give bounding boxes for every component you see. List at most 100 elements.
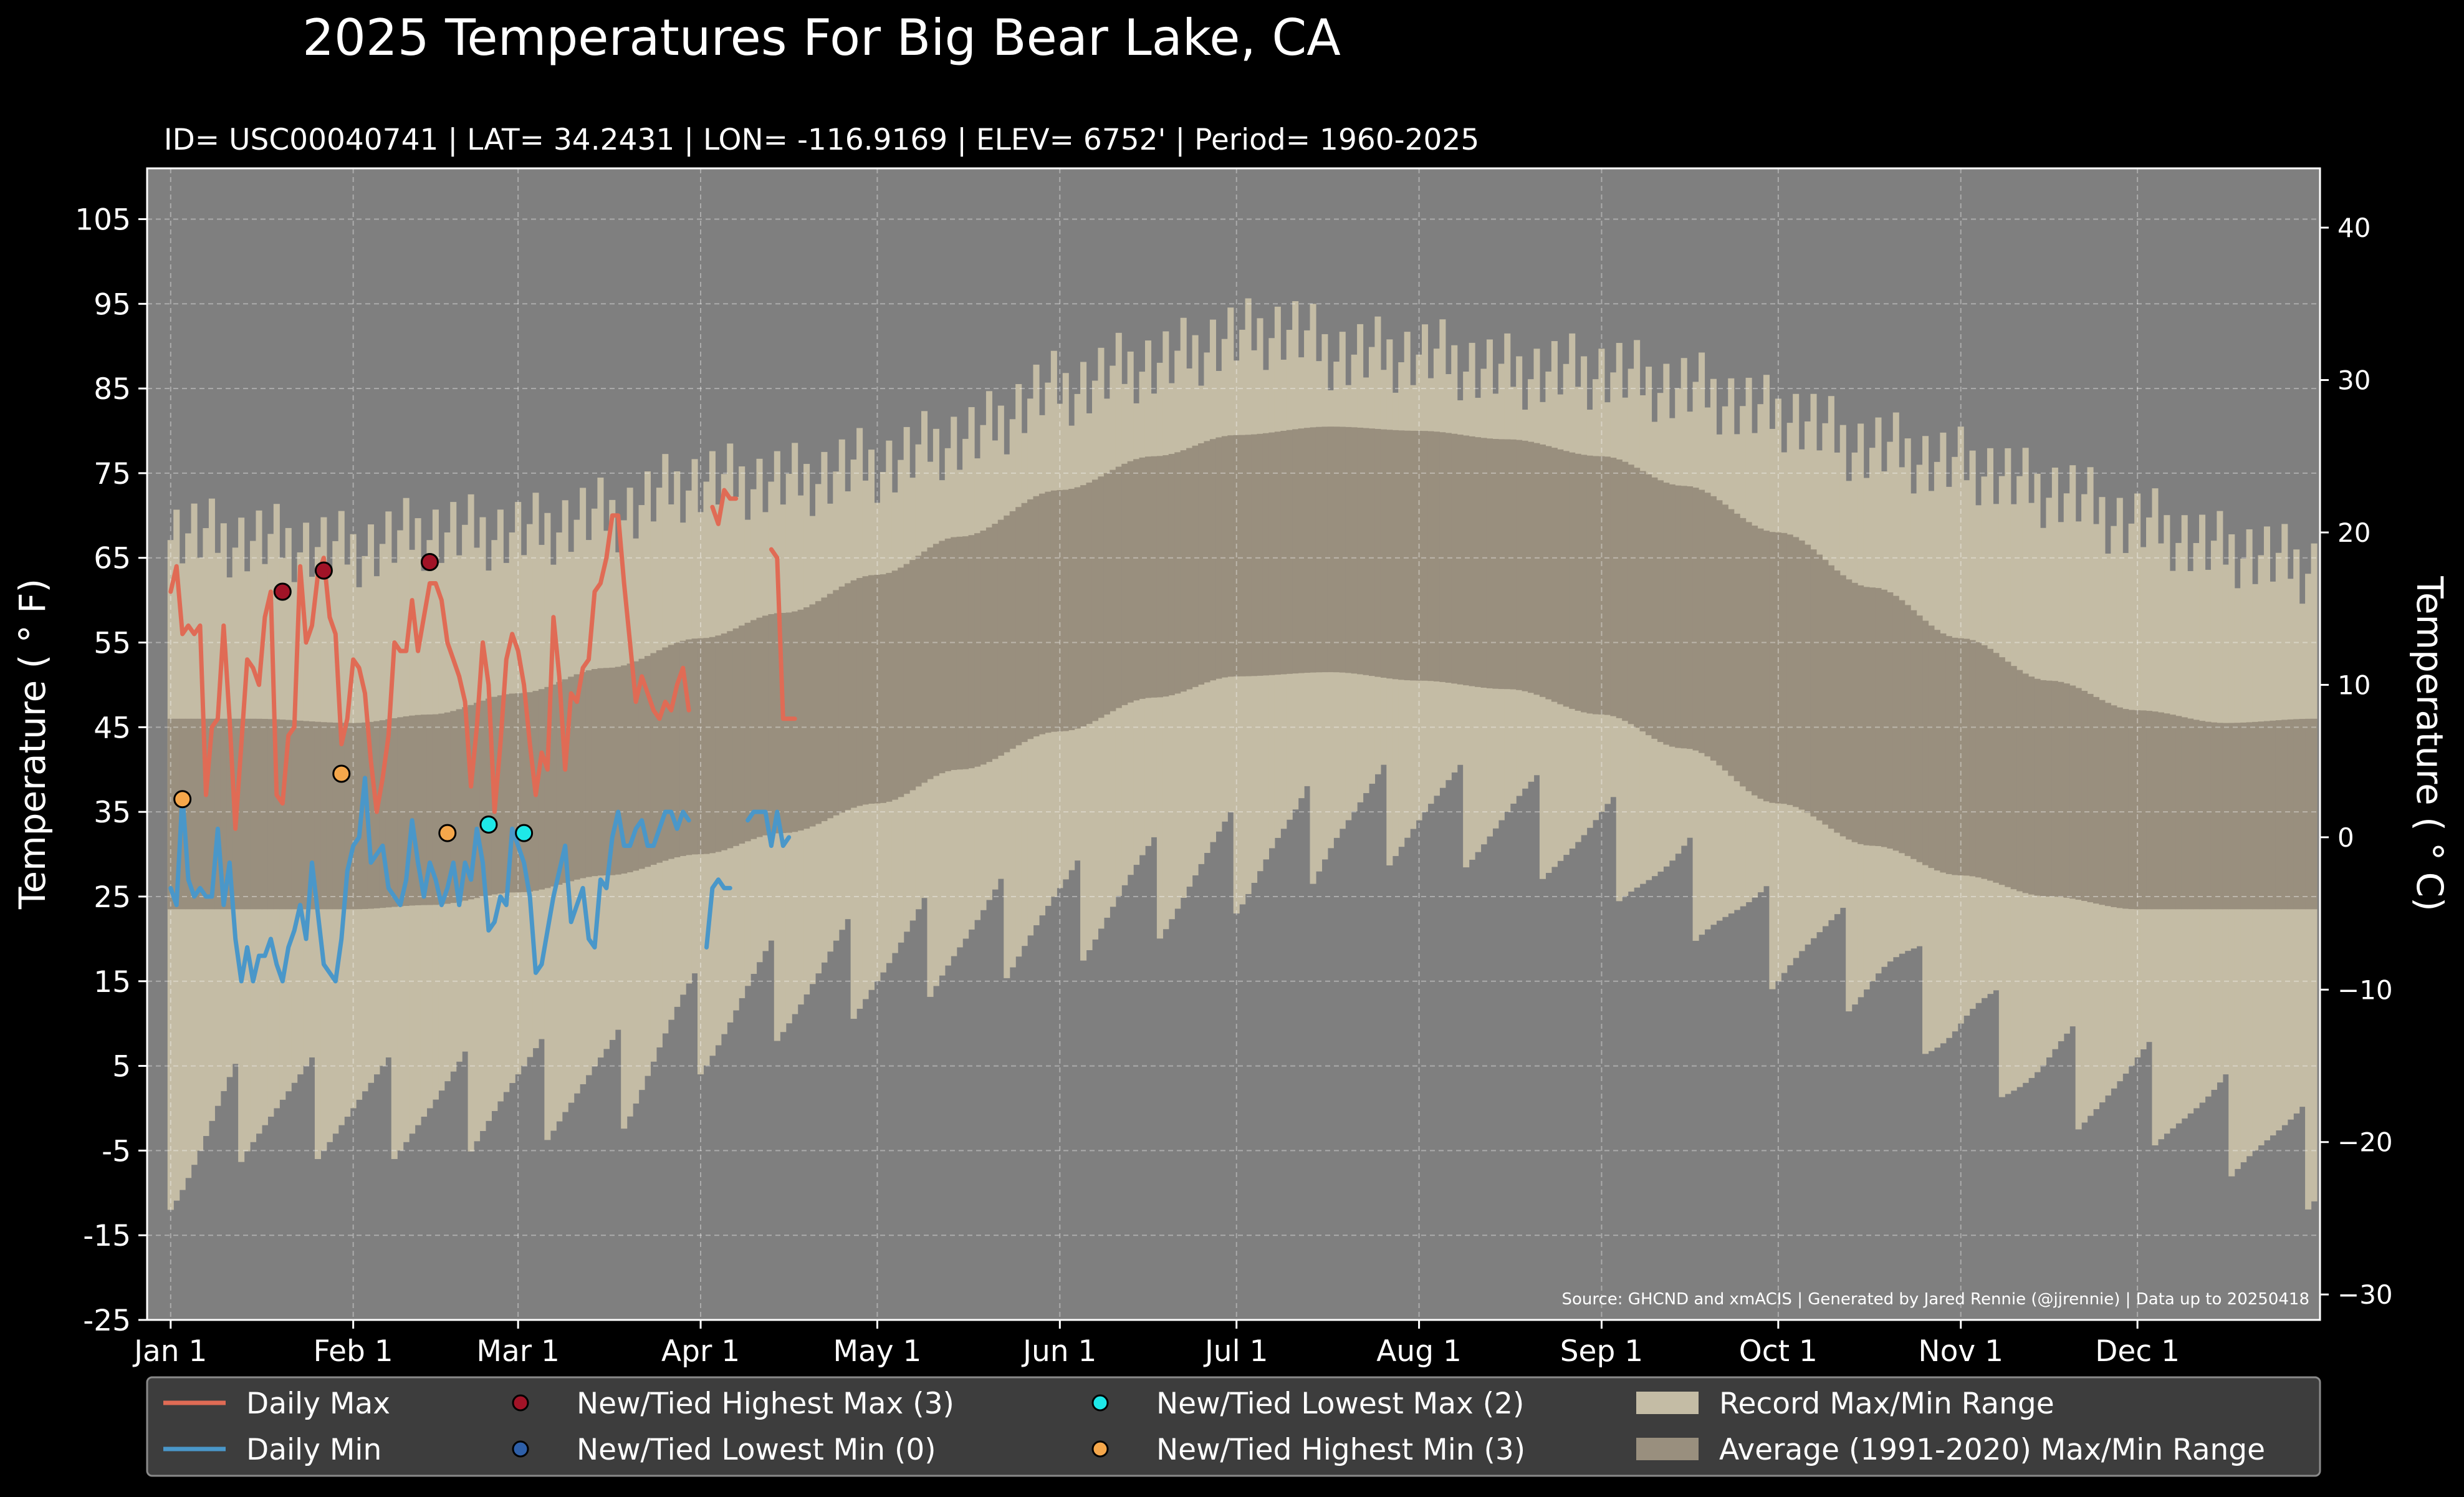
average-bar xyxy=(2164,713,2170,910)
average-bar xyxy=(1834,570,1841,833)
x-tick-label: Apr 1 xyxy=(661,1334,740,1369)
average-bar xyxy=(1280,431,1287,675)
average-bar xyxy=(2051,681,2058,897)
average-bar xyxy=(1227,435,1234,677)
average-bar xyxy=(1557,449,1564,705)
average-bar xyxy=(1581,455,1588,713)
average-bar xyxy=(1781,532,1788,804)
average-bar xyxy=(1551,448,1558,702)
average-bar xyxy=(838,586,845,813)
average-bar xyxy=(1374,428,1381,677)
average-bar xyxy=(1952,637,1958,875)
average-bar xyxy=(797,609,804,831)
legend-label: Record Max/Min Range xyxy=(1719,1387,2054,1421)
average-bar xyxy=(2299,719,2306,910)
average-bar xyxy=(903,564,910,794)
average-bar xyxy=(1021,503,1028,743)
average-bar xyxy=(1704,493,1711,757)
average-bar xyxy=(1892,595,1899,851)
y-tick-label: 65 xyxy=(93,542,131,576)
average-bar xyxy=(403,716,410,906)
legend-label: New/Tied Lowest Min (0) xyxy=(577,1433,936,1467)
average-bar xyxy=(556,681,563,885)
average-bar xyxy=(285,720,292,910)
average-bar xyxy=(732,628,739,846)
average-bar xyxy=(220,718,227,910)
average-bar xyxy=(2222,723,2229,910)
average-bar xyxy=(1993,653,2000,883)
average-bar xyxy=(1257,433,1263,676)
average-bar xyxy=(1009,511,1016,749)
average-bar xyxy=(214,718,221,910)
average-bar xyxy=(208,718,215,910)
average-bar xyxy=(173,718,180,910)
legend-label: New/Tied Highest Min (3) xyxy=(1156,1433,1525,1467)
average-bar xyxy=(709,637,716,854)
average-bar xyxy=(703,638,710,854)
average-bar xyxy=(1757,528,1764,799)
average-bar xyxy=(373,721,380,908)
average-bar xyxy=(2104,703,2111,907)
average-bar xyxy=(1575,453,1581,711)
highest-max-marker xyxy=(420,553,439,572)
chart-title: 2025 Temperatures For Big Bear Lake, CA xyxy=(302,9,1341,67)
average-bar xyxy=(774,613,780,834)
average-bar xyxy=(527,692,534,892)
average-bar xyxy=(609,667,616,875)
average-bar xyxy=(1204,441,1210,683)
average-bar xyxy=(792,611,798,832)
average-bar xyxy=(2311,718,2318,910)
average-bar xyxy=(1445,433,1452,683)
average-bar xyxy=(1539,444,1546,697)
average-bar xyxy=(2069,685,2076,899)
average-bar xyxy=(1733,513,1740,782)
average-bar xyxy=(1563,451,1570,707)
average-bar xyxy=(1368,428,1376,676)
daily-min-line xyxy=(168,776,691,984)
average-bar xyxy=(1928,625,1935,869)
average-bar xyxy=(1480,438,1487,688)
average-bar xyxy=(1310,427,1316,673)
average-bar xyxy=(2092,696,2100,904)
average-bar xyxy=(1469,436,1475,686)
average-bar xyxy=(1062,489,1069,731)
average-bar xyxy=(1156,456,1163,698)
average-bar xyxy=(833,590,840,816)
legend-label: New/Tied Highest Max (3) xyxy=(577,1387,954,1421)
average-bar xyxy=(1516,440,1523,690)
average-bar xyxy=(1651,477,1658,739)
average-bar xyxy=(656,650,663,863)
average-bar xyxy=(1586,455,1593,714)
average-bar xyxy=(1710,496,1717,761)
average-bar xyxy=(727,631,734,849)
y-tick-label-right: 10 xyxy=(2337,670,2371,700)
average-bar xyxy=(415,715,421,905)
highest-min-marker xyxy=(173,790,192,809)
average-bar xyxy=(2075,688,2082,900)
average-bar xyxy=(426,714,433,905)
average-bar xyxy=(1168,454,1175,696)
average-bar xyxy=(391,718,398,907)
average-bar xyxy=(538,689,545,890)
average-bar xyxy=(297,720,304,910)
average-bar xyxy=(338,723,345,910)
average-bar xyxy=(580,672,587,878)
average-bar xyxy=(1333,426,1340,673)
average-bar xyxy=(1233,435,1240,676)
average-bar xyxy=(956,536,963,770)
average-bar xyxy=(585,670,592,877)
average-bar xyxy=(1162,455,1169,697)
average-bar xyxy=(739,625,745,844)
average-bar xyxy=(1504,439,1511,690)
average-bar xyxy=(1669,484,1675,747)
average-bar xyxy=(515,693,522,893)
average-bar xyxy=(2293,719,2300,910)
average-bar xyxy=(1910,610,1917,859)
legend-label: Average (1991-2020) Max/Min Range xyxy=(1719,1433,2265,1467)
average-bar xyxy=(326,722,333,910)
average-bar xyxy=(1987,648,1993,881)
average-bar xyxy=(1144,456,1152,698)
legend-swatch-dot xyxy=(512,1394,529,1412)
average-bar xyxy=(2175,716,2182,910)
average-bar xyxy=(367,721,375,909)
